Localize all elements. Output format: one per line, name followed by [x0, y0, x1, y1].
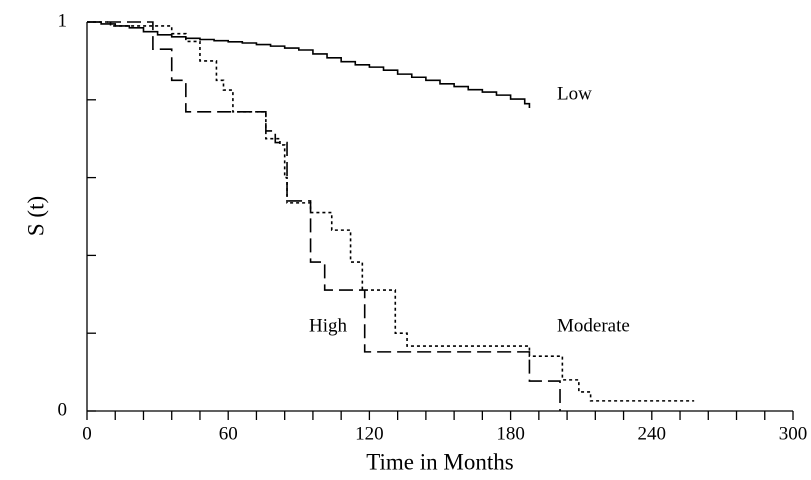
survival-curve: [87, 21, 695, 402]
y-tick-label: 1: [58, 10, 68, 31]
x-tick-label: 0: [82, 423, 92, 444]
x-tick-label: 120: [355, 423, 384, 444]
x-tick-label: 180: [496, 423, 525, 444]
x-axis-title: Time in Months: [366, 449, 513, 474]
curve-label: Low: [557, 83, 592, 104]
curve-label: Moderate: [557, 315, 630, 336]
survival-curve: [87, 21, 531, 108]
curve-label: High: [309, 315, 348, 336]
y-axis-title: S (t): [23, 196, 48, 236]
x-tick-label: 240: [638, 423, 667, 444]
survival-curve: [87, 21, 561, 411]
x-tick-label: 300: [779, 423, 808, 444]
y-tick-label: 0: [58, 399, 68, 420]
x-tick-label: 60: [219, 423, 238, 444]
